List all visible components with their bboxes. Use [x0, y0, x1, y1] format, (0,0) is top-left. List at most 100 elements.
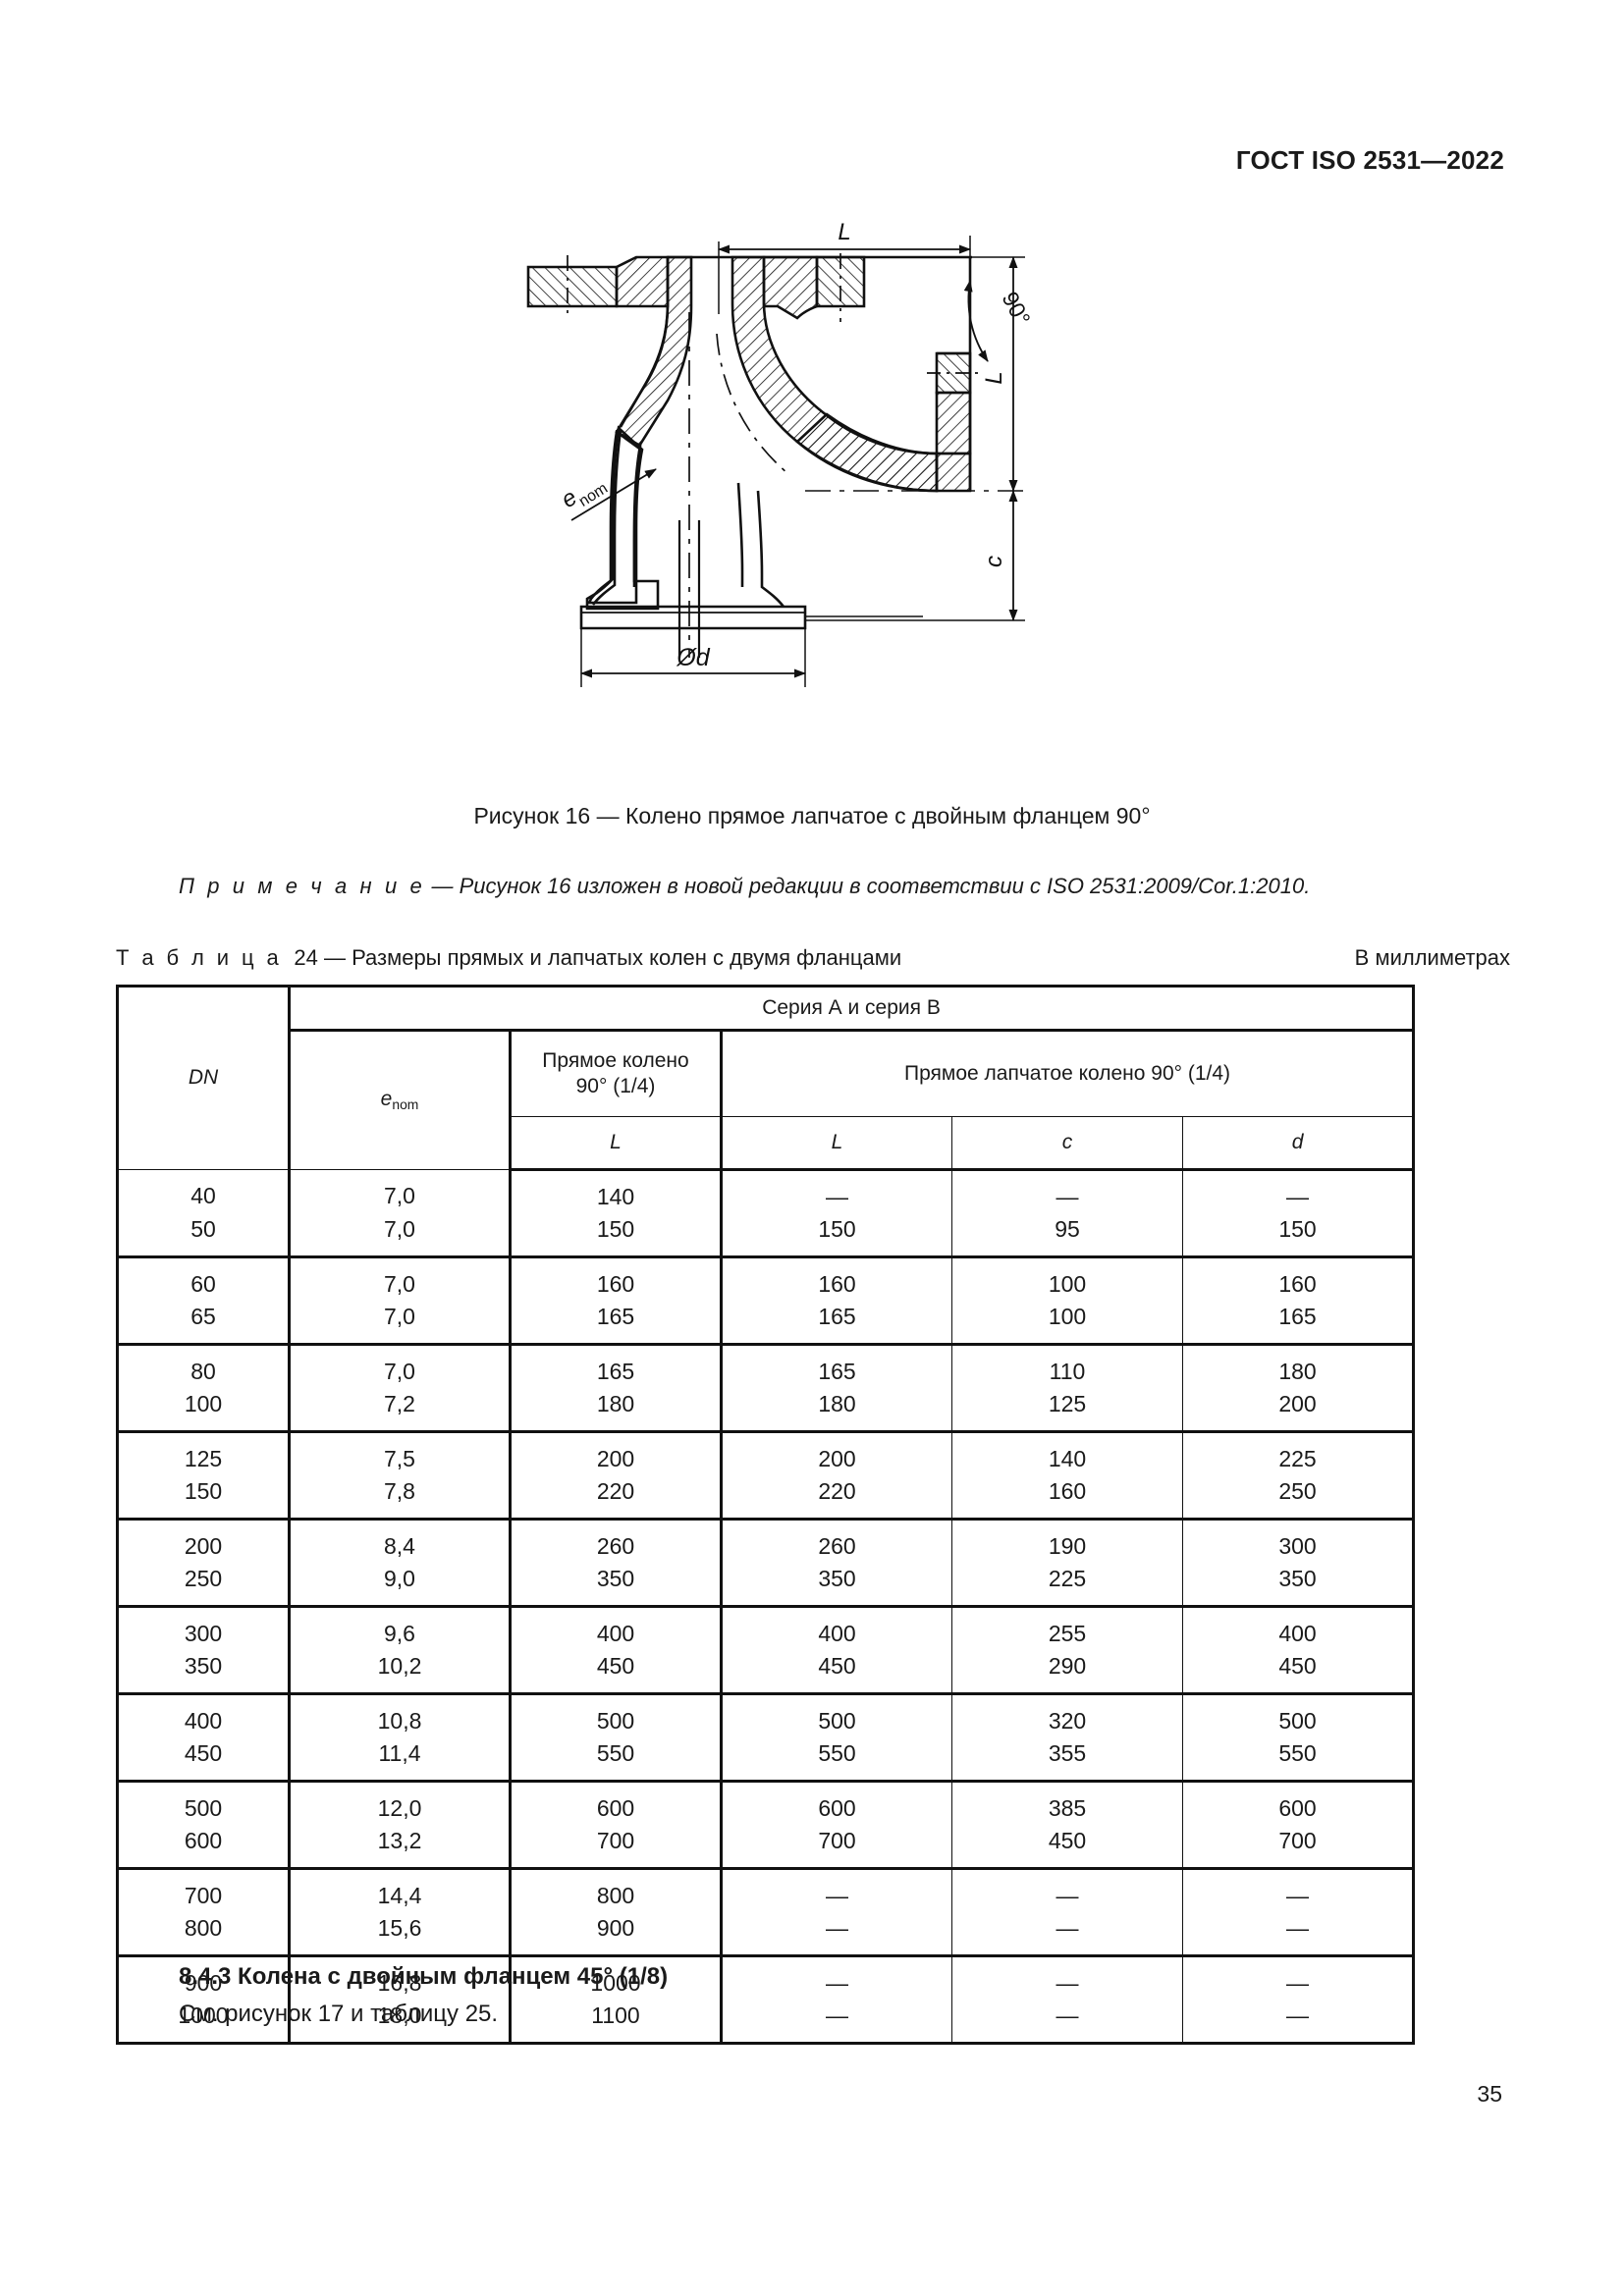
cell-value: 225: [1278, 1445, 1317, 1471]
cell-value: 180: [818, 1391, 856, 1416]
table-row: 400 450 10,8 11,4 500 550 500 550 320 355 500 550: [116, 1692, 1416, 1782]
table-header-row-groups: enom Прямое колено 90° (1/4) Прямое лапч…: [118, 1030, 1416, 1170]
figure-caption: Рисунок 16 — Колено прямое лапчатое с дв…: [473, 803, 1151, 828]
table-label: Т а б л и ц а: [116, 945, 283, 970]
cell-value: 18,0: [377, 2002, 422, 2028]
cell-value: 95: [1055, 1216, 1080, 1242]
dimension-label-L-right: L: [981, 371, 1007, 384]
cell-value: 15,6: [377, 1915, 422, 1941]
cell-value: 12,0: [377, 1794, 422, 1821]
table-cell-dn: 60 65: [116, 1255, 290, 1345]
cell-value: 400: [184, 1707, 223, 1734]
cell-value: 700: [184, 1882, 223, 1908]
table-title: — Размеры прямых и лапчатых колен с двум…: [317, 945, 902, 970]
dimension-label-angle-90: 90°: [997, 288, 1035, 330]
cell-value: 150: [596, 1216, 635, 1242]
cell-value: —: [826, 1915, 848, 1941]
cell-value: 255: [1048, 1620, 1087, 1646]
table-cell-dn: 700 800: [116, 1867, 290, 1956]
table-cell-c: 100 100: [951, 1255, 1183, 1345]
cell-value: 450: [1048, 1828, 1087, 1853]
cell-value: 7,0: [384, 1358, 415, 1384]
table-cell-d: 600 700: [1181, 1780, 1416, 1869]
cell-value: 16,8: [377, 1969, 422, 1996]
cell-value: 180: [1278, 1358, 1317, 1384]
table-cell-l_duck: 400 450: [720, 1605, 952, 1694]
table-cell-e_nom: 8,4 9,0: [288, 1518, 511, 1607]
table-cell-l_straight: 1000 1100: [509, 1954, 722, 2045]
cell-value: 300: [184, 1620, 223, 1646]
cell-value: 450: [596, 1653, 635, 1679]
duckfoot-elbow-section-drawing: L L c 90° e nom Ød: [526, 219, 1036, 687]
cell-value: 80: [190, 1358, 216, 1384]
cell-value: 7,8: [384, 1478, 415, 1504]
cell-value: —: [1286, 1183, 1310, 1209]
table-cell-e_nom: 9,6 10,2: [288, 1605, 511, 1694]
cell-value: 100: [1048, 1270, 1087, 1297]
cell-value: 600: [184, 1828, 223, 1853]
cell-value: 225: [1048, 1566, 1087, 1591]
cell-value: —: [1056, 1969, 1079, 1996]
table-row: 500 600 12,0 13,2 600 700 600 700 385 450 600 700: [116, 1780, 1416, 1869]
cell-value: —: [1286, 1915, 1310, 1941]
table-cell-c: — —: [951, 1867, 1183, 1956]
cell-value: —: [1056, 1183, 1079, 1209]
table-cell-dn: 500 600: [116, 1780, 290, 1869]
table-row: 900 1000 16,8 18,0 1000 1100— — — — — —: [116, 1954, 1416, 2045]
cell-value: 900: [184, 1969, 223, 1996]
section-heading-8-4-3: 8.4.3 Колена с двойным фланцем 45° (1/8): [179, 1963, 669, 1990]
cell-value: —: [1056, 1915, 1079, 1941]
table-cell-d: — 150: [1181, 1169, 1416, 1257]
cell-value: 900: [596, 1915, 635, 1941]
table-row: 125 150 7,5 7,8 200 220 200 220 140 160 225 250: [116, 1430, 1416, 1520]
table-cell-l_duck: 260 350: [720, 1518, 952, 1607]
cell-value: 550: [818, 1740, 856, 1766]
cell-value: 180: [596, 1391, 635, 1416]
table-row: 60 65 7,0 7,0 160 165 160 165 100 100 160 165: [116, 1255, 1416, 1345]
cell-value: 200: [596, 1445, 635, 1471]
cell-value: 7,0: [384, 1183, 415, 1209]
cell-value: 200: [818, 1445, 856, 1471]
cell-value: 260: [596, 1532, 635, 1559]
cell-value: 140: [1048, 1445, 1087, 1471]
cell-value: 800: [184, 1915, 223, 1941]
document-header-standard-number: ГОСТ ISO 2531—2022: [1235, 145, 1504, 175]
cell-value: 50: [190, 1215, 216, 1242]
table-cell-l_straight: 400 450: [509, 1605, 722, 1694]
svg-text:nom: nom: [576, 480, 611, 510]
cell-value: 100: [184, 1391, 223, 1416]
header-cell-duckfoot-elbow: Прямое лапчатое колено 90° (1/4): [719, 1030, 1416, 1117]
table-cell-d: 180 200: [1181, 1343, 1416, 1432]
cell-value: 700: [596, 1828, 635, 1853]
table-cell-c: 255 290: [951, 1605, 1183, 1694]
table-caption: Т а б л и ц а 24 — Размеры прямых и лапч…: [116, 945, 1510, 971]
header-cell-L-straight: L: [509, 1116, 722, 1171]
table-cell-l_straight: 600 700: [509, 1780, 722, 1869]
table-cell-dn: 125 150: [116, 1430, 290, 1520]
dimension-label-diameter-d: Ød: [676, 644, 710, 671]
table-header-row-symbols: L L c d: [118, 1116, 1416, 1171]
table-cell-l_duck: 600 700: [720, 1780, 952, 1869]
cell-value: —: [826, 1882, 848, 1908]
table-cell-c: 190 225: [951, 1518, 1183, 1607]
table-cell-e_nom: 14,4 15,6: [288, 1867, 511, 1956]
cell-value: 60: [190, 1270, 216, 1297]
table-row: 700 800 14,4 15,6 800 900— — — — — —: [116, 1867, 1416, 1956]
cell-value: 400: [596, 1620, 635, 1646]
note-label: П р и м е ч а н и е: [179, 874, 426, 898]
table-cell-c: — 95: [951, 1169, 1183, 1257]
cell-value: 600: [596, 1794, 635, 1821]
table-cell-e_nom: 7,5 7,8: [288, 1430, 511, 1520]
cell-value: 110: [1049, 1358, 1086, 1384]
cell-value: 7,0: [384, 1270, 415, 1297]
cell-value: 160: [1278, 1270, 1317, 1297]
table-cell-l_duck: 160 165: [720, 1255, 952, 1345]
table-header: DN Серия А и серия В enom Прямое колено …: [116, 985, 1416, 1171]
cell-value: 140: [596, 1183, 635, 1209]
cell-value: 600: [1278, 1794, 1317, 1821]
cell-value: 450: [184, 1740, 223, 1766]
cell-value: 200: [1278, 1391, 1317, 1416]
cell-value: 250: [184, 1566, 223, 1591]
table-cell-l_straight: 160 165: [509, 1255, 722, 1345]
dimension-label-c: c: [981, 556, 1007, 567]
